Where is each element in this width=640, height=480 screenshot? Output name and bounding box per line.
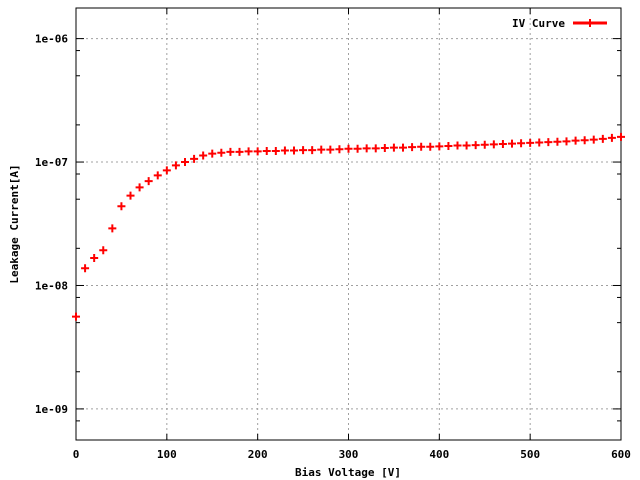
- ticks: 0 100 200 300 400 500 600 1e-09 1e-08 1e-07 1e-06: [35, 8, 631, 461]
- data-point: [81, 264, 90, 273]
- data-point: [517, 139, 526, 148]
- data-point: [480, 140, 489, 149]
- data-point: [589, 135, 598, 144]
- data-point: [553, 137, 562, 146]
- grid: [76, 8, 621, 440]
- data-point: [580, 136, 589, 145]
- x-tick-label: 500: [520, 448, 540, 461]
- data-point: [108, 224, 117, 233]
- data-point: [471, 141, 480, 150]
- data-point: [571, 136, 580, 145]
- data-point: [544, 138, 553, 147]
- data-point: [235, 147, 244, 156]
- data-point: [489, 140, 498, 149]
- data-point: [253, 147, 262, 156]
- legend-label: IV Curve: [512, 17, 565, 30]
- data-point: [126, 191, 135, 200]
- data-point: [226, 147, 235, 156]
- data-point: [290, 146, 298, 155]
- data-point: [362, 144, 371, 153]
- x-axis-label: Bias Voltage [V]: [295, 466, 401, 479]
- x-tick-label: 400: [429, 448, 449, 461]
- data-point: [326, 145, 335, 154]
- data-point: [389, 143, 398, 152]
- data-points: [72, 132, 625, 321]
- y-tick-label: 1e-06: [35, 33, 68, 46]
- data-point: [353, 144, 362, 153]
- data-point: [562, 137, 571, 146]
- data-point: [262, 146, 271, 155]
- data-point: [280, 146, 289, 155]
- data-point: [162, 166, 171, 175]
- data-point: [598, 134, 607, 143]
- y-axis-label: Leakage Current[A]: [8, 164, 21, 283]
- legend: IV Curve: [512, 17, 607, 30]
- y-tick-label: 1e-07: [35, 156, 68, 169]
- x-tick-label: 0: [73, 448, 80, 461]
- data-point: [99, 246, 108, 255]
- data-point: [607, 133, 616, 142]
- data-point: [462, 141, 471, 150]
- data-point: [271, 146, 280, 155]
- data-point: [535, 138, 544, 147]
- data-point: [508, 139, 516, 148]
- data-point: [144, 177, 153, 186]
- data-point: [317, 145, 326, 154]
- x-tick-label: 100: [157, 448, 177, 461]
- data-point: [380, 143, 389, 152]
- data-point: [335, 145, 344, 154]
- data-point: [153, 171, 162, 180]
- x-tick-label: 300: [339, 448, 359, 461]
- data-point: [135, 183, 144, 192]
- x-tick-label: 200: [248, 448, 268, 461]
- data-point: [171, 161, 180, 170]
- data-point: [181, 158, 189, 167]
- data-point: [526, 138, 535, 147]
- data-point: [299, 146, 308, 155]
- data-point: [344, 144, 353, 153]
- data-point: [199, 151, 208, 160]
- data-point: [453, 141, 462, 150]
- data-point: [417, 142, 426, 151]
- data-point: [371, 144, 380, 153]
- data-point: [617, 132, 625, 141]
- x-tick-label: 600: [611, 448, 631, 461]
- data-point: [435, 142, 444, 151]
- data-point: [208, 149, 217, 158]
- data-point: [244, 147, 253, 156]
- legend-marker-sample: [586, 19, 594, 27]
- data-point: [117, 202, 126, 211]
- y-tick-label: 1e-09: [35, 403, 68, 416]
- data-point: [72, 312, 80, 321]
- y-tick-label: 1e-08: [35, 279, 68, 292]
- data-point: [498, 140, 507, 149]
- data-point: [426, 142, 435, 151]
- data-point: [217, 148, 226, 157]
- data-point: [308, 146, 317, 155]
- data-point: [90, 253, 99, 262]
- data-point: [399, 143, 407, 152]
- data-point: [190, 154, 199, 163]
- data-point: [444, 141, 453, 150]
- data-point: [408, 143, 417, 152]
